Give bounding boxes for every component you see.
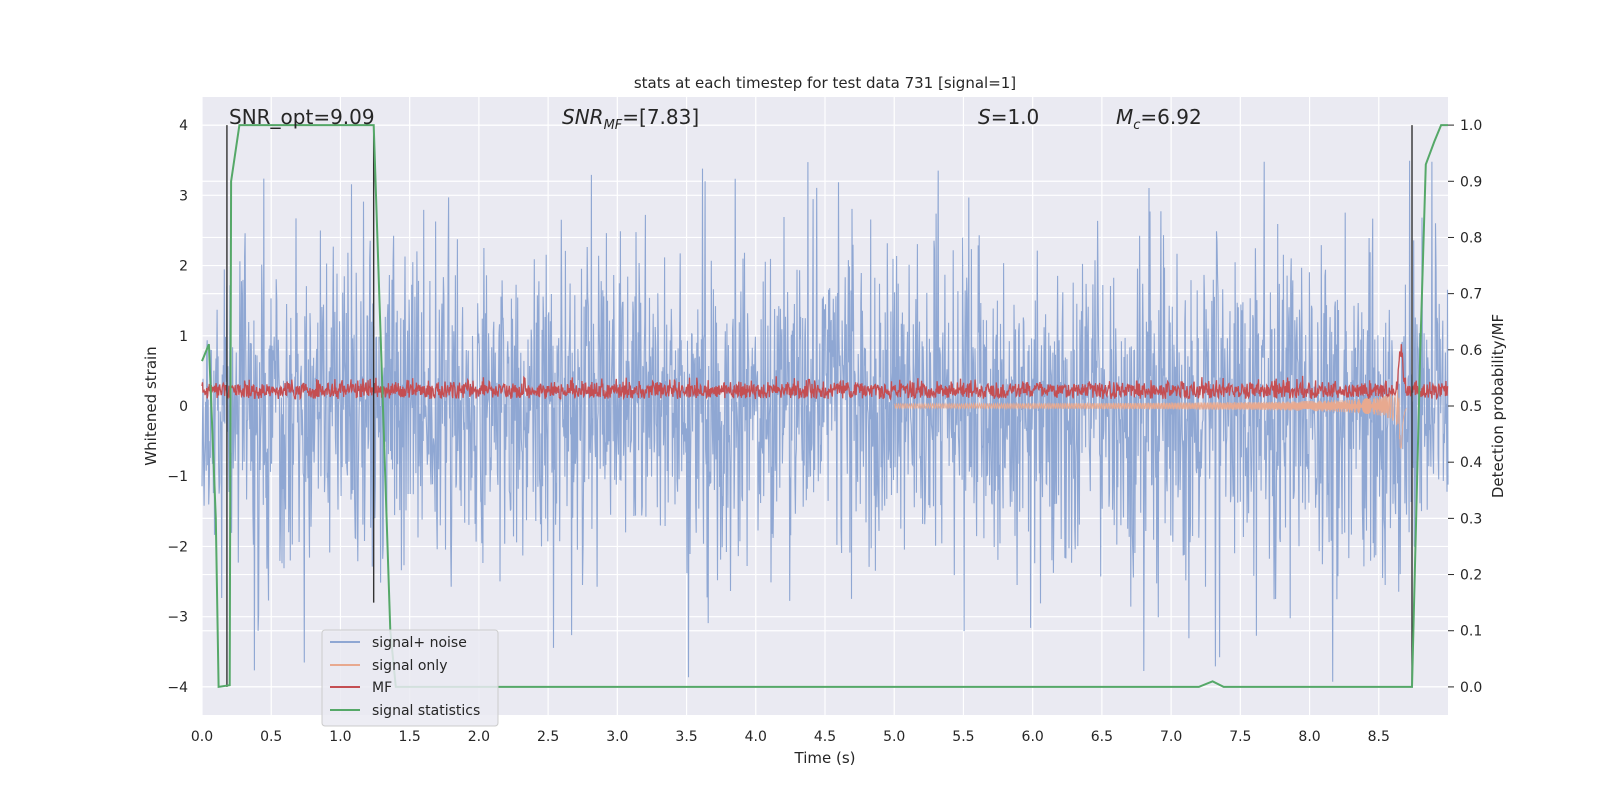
legend-label-signal-statistics: signal statistics <box>372 703 480 719</box>
x-axis-label: Time (s) <box>794 749 856 767</box>
annotation-snr-mf: SNRMF=[7.83] <box>562 105 699 133</box>
x-tick-label-14: 7.0 <box>1160 729 1182 745</box>
annotation-snr-mf-value: =[7.83] <box>622 105 699 129</box>
y-tick-label-5: −1 <box>167 469 188 485</box>
legend-label-mf: MF <box>372 680 392 696</box>
y-tick-label-3: 1 <box>179 329 188 345</box>
y-right-tick-label-3: 0.7 <box>1460 287 1482 303</box>
x-tick-label-9: 4.5 <box>814 729 836 745</box>
x-tick-label-17: 8.5 <box>1368 729 1390 745</box>
y-right-tick-label-9: 0.1 <box>1460 624 1482 640</box>
annotation-mc-subscript: c <box>1133 118 1140 133</box>
signal-plus-noise-line <box>201 160 1449 682</box>
annotation-s-value: =1.0 <box>991 105 1040 129</box>
y-tick-label-0: 4 <box>179 118 188 134</box>
y-tick-label-2: 2 <box>179 259 188 275</box>
annotation-snr-mf-symbol: SNR <box>562 105 604 129</box>
y-right-tick-label-8: 0.2 <box>1460 568 1482 584</box>
y-right-tick-labels: 1.0 0.9 0.8 0.7 0.6 0.5 0.4 0.3 0.2 0.1 0.0 <box>1448 118 1482 696</box>
x-tick-label-0: 0.0 <box>191 729 213 745</box>
y-right-tick-label-10: 0.0 <box>1460 680 1482 696</box>
y-tick-label-1: 3 <box>179 188 188 204</box>
y-right-axis-label: Detection probability/MF <box>1489 314 1507 498</box>
signal-only-line <box>894 385 1407 449</box>
y-right-tick-label-7: 0.3 <box>1460 511 1482 527</box>
x-tick-label-2: 1.0 <box>329 729 351 745</box>
mf-series <box>201 344 1449 401</box>
x-tick-label-7: 3.5 <box>675 729 697 745</box>
legend-box <box>321 629 499 727</box>
annotation-mc-value: =6.92 <box>1140 105 1201 129</box>
x-tick-label-1: 0.5 <box>260 729 282 745</box>
y-tick-labels: 4 3 2 1 0 −1 −2 −3 −4 <box>167 118 188 696</box>
x-tick-labels: 0.0 0.5 1.0 1.5 2.0 2.5 3.0 3.5 4.0 4.5 5.0 5.5 6.0 6… <box>191 729 1390 745</box>
y-right-tick-label-0: 1.0 <box>1460 118 1482 134</box>
annotation-snr-mf-subscript: MF <box>604 118 623 133</box>
annotation-s-symbol: S <box>978 105 991 129</box>
x-tick-label-10: 5.0 <box>883 729 905 745</box>
mf-line <box>201 344 1449 401</box>
vertical-markers <box>226 125 1413 687</box>
y-tick-label-7: −3 <box>167 610 188 626</box>
x-tick-label-15: 7.5 <box>1229 729 1251 745</box>
y-tick-label-6: −2 <box>167 539 188 555</box>
x-tick-label-6: 3.0 <box>606 729 628 745</box>
signal-plus-noise-series <box>201 160 1449 682</box>
annotation-mc: Mc=6.92 <box>1116 105 1202 133</box>
y-right-tick-label-2: 0.8 <box>1460 230 1482 246</box>
x-tick-label-12: 6.0 <box>1022 729 1044 745</box>
legend-label-signal-noise: signal+ noise <box>372 635 467 651</box>
x-tick-label-3: 1.5 <box>399 729 421 745</box>
legend-label-signal-only: signal only <box>372 658 447 674</box>
y-right-tick-label-1: 0.9 <box>1460 174 1482 190</box>
x-tick-label-5: 2.5 <box>537 729 559 745</box>
x-tick-label-11: 5.5 <box>952 729 974 745</box>
y-right-tick-label-4: 0.6 <box>1460 343 1482 359</box>
x-tick-label-4: 2.0 <box>468 729 490 745</box>
x-tick-label-16: 8.0 <box>1298 729 1320 745</box>
y-right-tick-label-6: 0.4 <box>1460 455 1482 471</box>
annotation-mc-symbol: M <box>1116 105 1133 129</box>
chart-title: stats at each timestep for test data 731… <box>634 74 1016 92</box>
y-right-tick-label-5: 0.5 <box>1460 399 1482 415</box>
legend: signal+ noise signal only MF signal stat… <box>321 629 499 727</box>
x-tick-label-13: 6.5 <box>1091 729 1113 745</box>
signal-only-series <box>894 385 1407 449</box>
y-axis-label: Whitened strain <box>142 346 160 465</box>
annotation-s: S=1.0 <box>978 105 1039 129</box>
y-tick-label-4: 0 <box>179 399 188 415</box>
y-tick-label-8: −4 <box>167 680 188 696</box>
annotation-snr-opt: SNR_opt=9.09 <box>229 105 375 129</box>
x-tick-label-8: 4.0 <box>745 729 767 745</box>
